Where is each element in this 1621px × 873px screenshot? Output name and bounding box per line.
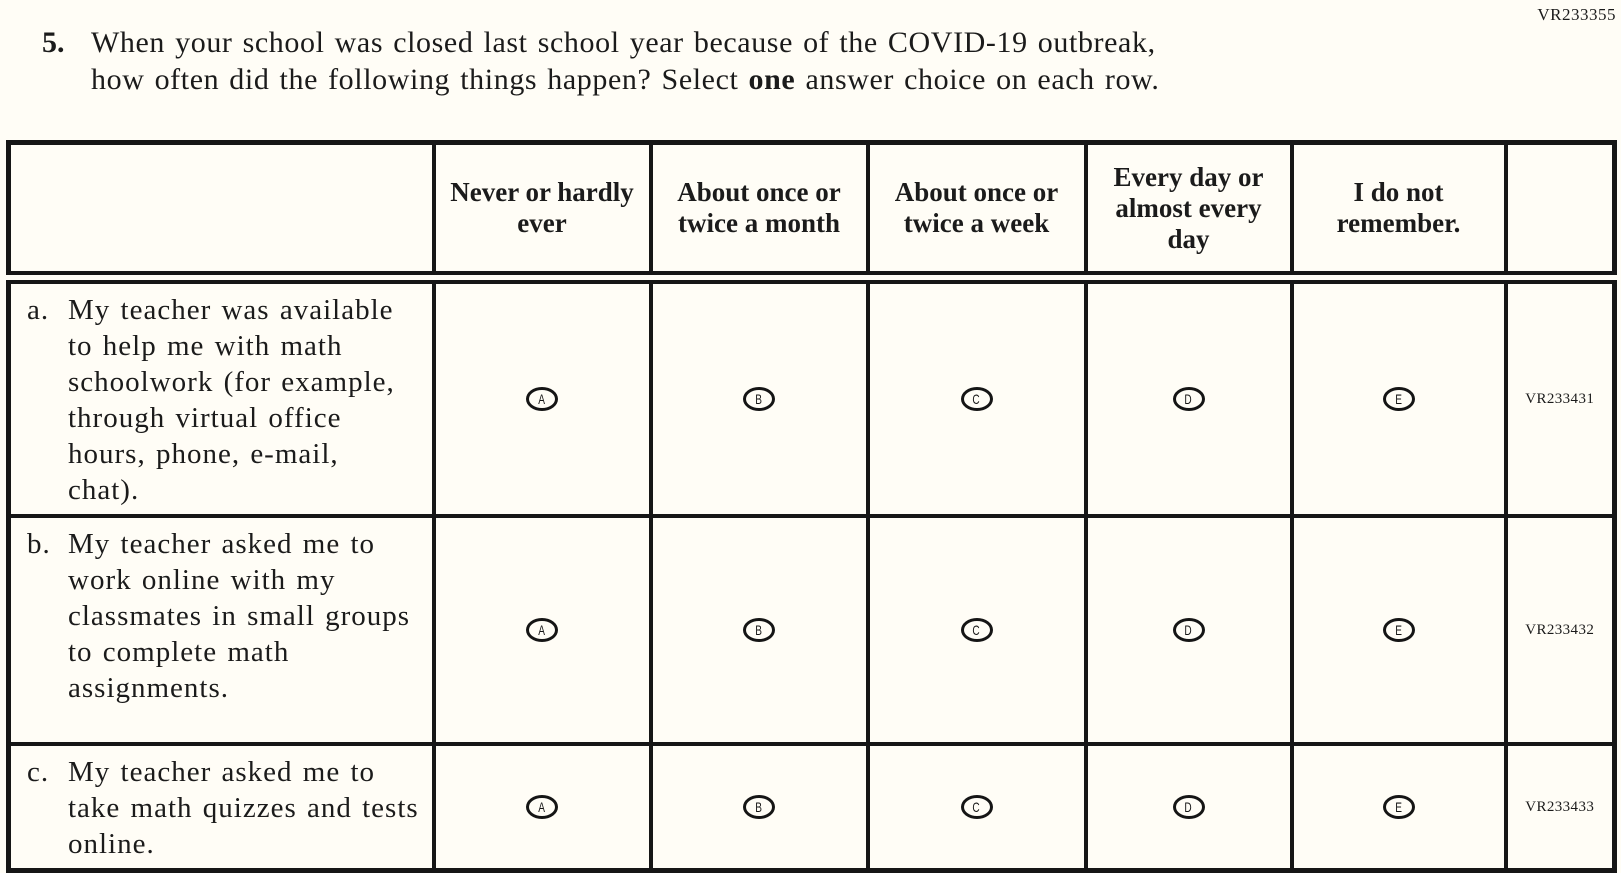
table-row: b. My teacher asked me to work online wi… xyxy=(6,514,1617,746)
option-cell-e: E xyxy=(1289,742,1508,873)
answer-bubble-c-a[interactable]: A xyxy=(526,795,558,819)
option-cell-b: B xyxy=(648,514,870,746)
header-empty-statement-cell xyxy=(6,140,436,284)
answer-bubble-b-b[interactable]: B xyxy=(743,618,775,642)
answer-bubble-b-d[interactable]: D xyxy=(1172,618,1205,642)
question-block: 5. When your school was closed last scho… xyxy=(42,24,1542,98)
option-cell-c: C xyxy=(865,742,1088,873)
answer-bubble-letter: C xyxy=(972,799,981,815)
column-header-never: Never or hardly ever xyxy=(431,140,653,284)
answer-bubble-letter: A xyxy=(538,799,546,815)
answer-bubble-letter: B xyxy=(755,799,763,815)
row-code: VR233431 xyxy=(1525,390,1595,407)
table-row: a. My teacher was available to help me w… xyxy=(6,275,1617,518)
option-cell-d: D xyxy=(1083,275,1294,518)
row-letter: b. xyxy=(27,528,51,560)
answer-bubble-letter: A xyxy=(538,391,546,407)
answer-bubble-letter: E xyxy=(1395,622,1402,638)
row-code-cell: VR233433 xyxy=(1503,742,1617,873)
answer-bubble-a-e[interactable]: E xyxy=(1382,387,1415,411)
option-cell-a: A xyxy=(431,275,653,518)
answer-bubble-letter: A xyxy=(538,622,546,638)
answer-bubble-letter: C xyxy=(972,622,981,638)
question-line1: When your school was closed last school … xyxy=(91,26,1156,59)
option-cell-c: C xyxy=(865,514,1088,746)
answer-bubble-a-b[interactable]: B xyxy=(743,387,775,411)
answer-bubble-letter: D xyxy=(1184,799,1193,815)
header-empty-code-cell xyxy=(1503,140,1617,284)
option-cell-a: A xyxy=(431,742,653,873)
answer-bubble-c-b[interactable]: B xyxy=(743,795,775,819)
answer-bubble-letter: D xyxy=(1184,391,1193,407)
option-cell-a: A xyxy=(431,514,653,746)
option-cell-b: B xyxy=(648,742,870,873)
row-letter: c. xyxy=(27,756,50,788)
answer-bubble-a-c[interactable]: C xyxy=(960,387,993,411)
statement-cell: c. My teacher asked me to take math quiz… xyxy=(6,742,436,873)
column-header-week: About once or twice a week xyxy=(865,140,1088,284)
answer-bubble-letter: E xyxy=(1395,391,1402,407)
row-letter: a. xyxy=(27,294,50,326)
table-row: c. My teacher asked me to take math quiz… xyxy=(6,742,1617,873)
answer-bubble-b-e[interactable]: E xyxy=(1382,618,1415,642)
option-cell-c: C xyxy=(865,275,1088,518)
option-cell-e: E xyxy=(1289,514,1508,746)
answer-bubble-c-c[interactable]: C xyxy=(960,795,993,819)
response-grid: Never or hardly ever About once or twice… xyxy=(6,140,1617,873)
column-header-notremember: I do not remember. xyxy=(1289,140,1508,284)
question-line2-after: answer choice on each row. xyxy=(795,63,1160,96)
answer-bubble-letter: B xyxy=(755,622,763,638)
answer-bubble-letter: C xyxy=(972,391,981,407)
answer-bubble-a-d[interactable]: D xyxy=(1172,387,1205,411)
row-code: VR233433 xyxy=(1525,798,1595,815)
row-code-cell: VR233432 xyxy=(1503,514,1617,746)
answer-bubble-letter: E xyxy=(1395,799,1402,815)
answer-bubble-c-e[interactable]: E xyxy=(1382,795,1415,819)
form-code-label: VR233355 xyxy=(1537,5,1616,24)
question-text: When your school was closed last school … xyxy=(91,24,1159,98)
question-number: 5. xyxy=(42,26,65,59)
answer-bubble-letter: D xyxy=(1184,622,1193,638)
question-line2-before: how often did the following things happe… xyxy=(91,63,749,96)
row-statement: My teacher asked me to work online with … xyxy=(68,528,411,704)
answer-bubble-a-a[interactable]: A xyxy=(526,387,558,411)
column-header-everyday: Every day or almost every day xyxy=(1083,140,1294,284)
row-code-cell: VR233431 xyxy=(1503,275,1617,518)
answer-bubble-b-c[interactable]: C xyxy=(960,618,993,642)
answer-bubble-c-d[interactable]: D xyxy=(1172,795,1205,819)
option-cell-d: D xyxy=(1083,514,1294,746)
answer-bubble-letter: B xyxy=(755,391,763,407)
option-cell-d: D xyxy=(1083,742,1294,873)
row-statement: My teacher was available to help me with… xyxy=(68,294,395,506)
column-header-month: About once or twice a month xyxy=(648,140,870,284)
option-cell-b: B xyxy=(648,275,870,518)
answer-bubble-b-a[interactable]: A xyxy=(526,618,558,642)
statement-cell: a. My teacher was available to help me w… xyxy=(6,275,436,518)
row-statement: My teacher asked me to take math quizzes… xyxy=(68,756,419,860)
header-row: Never or hardly ever About once or twice… xyxy=(6,140,1617,284)
row-code: VR233432 xyxy=(1525,621,1595,638)
statement-cell: b. My teacher asked me to work online wi… xyxy=(6,514,436,746)
question-bold-word: one xyxy=(748,63,796,96)
option-cell-e: E xyxy=(1289,275,1508,518)
